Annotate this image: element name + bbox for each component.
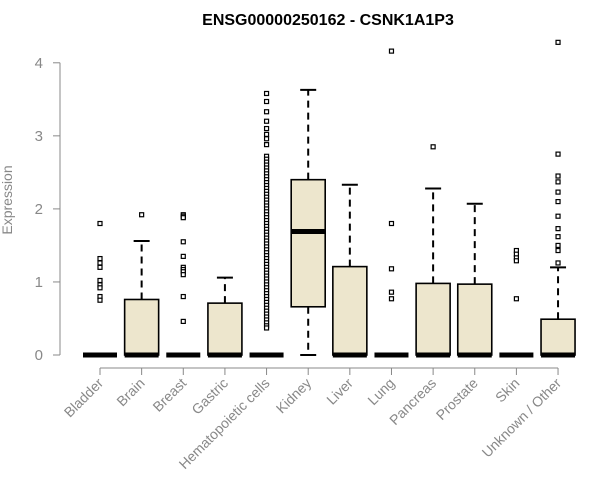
outlier-point — [388, 48, 395, 54]
outlier-point — [263, 118, 270, 124]
outlier-point — [388, 289, 395, 295]
y-axis-label: Expression — [0, 165, 15, 234]
box-body — [540, 318, 576, 356]
outlier-point — [513, 296, 520, 302]
outlier-point — [388, 296, 395, 302]
outlier-point — [263, 131, 270, 137]
outlier-point — [180, 253, 186, 259]
x-tick-label: Brain — [113, 375, 147, 409]
x-tick-label: Liver — [323, 375, 356, 408]
outlier-point — [430, 144, 436, 150]
x-tick-label: Bladder — [61, 375, 107, 421]
box-kidney — [290, 88, 327, 356]
x-tick-label: Lung — [364, 375, 397, 408]
box-skin — [499, 247, 534, 358]
outlier-point — [263, 125, 270, 132]
box-body — [415, 282, 451, 356]
outlier-point — [139, 212, 145, 218]
x-tick-label: Unknown / Other — [479, 375, 565, 461]
outlier-point — [555, 198, 561, 205]
x-tick-label: Skin — [492, 375, 523, 406]
box-body — [332, 265, 368, 356]
outlier-point — [555, 226, 561, 232]
outlier-point — [97, 264, 103, 270]
box-pancreas — [415, 144, 451, 358]
outlier-point — [555, 173, 561, 179]
y-tick-label: 4 — [35, 55, 43, 72]
box-bladder — [83, 220, 117, 358]
outlier-point — [263, 142, 270, 148]
y-tick-label: 0 — [35, 347, 43, 364]
outlier-point — [555, 242, 561, 249]
outlier-point — [263, 325, 270, 331]
box-body — [207, 302, 243, 356]
x-tick-label: Kidney — [273, 375, 315, 417]
x-tick-label: Breast — [149, 375, 189, 415]
box-liver — [332, 183, 368, 358]
outlier-point — [263, 136, 270, 142]
outlier-point — [555, 213, 561, 219]
y-tick-label: 3 — [35, 128, 43, 145]
outlier-point — [555, 189, 561, 195]
outlier-point — [180, 239, 186, 245]
outlier-point — [388, 220, 395, 227]
outlier-point — [513, 258, 520, 264]
box-body — [290, 178, 327, 308]
box-body — [456, 283, 493, 356]
outlier-point — [180, 318, 186, 324]
outlier-point — [97, 220, 103, 227]
outlier-point — [263, 109, 270, 115]
outlier-point — [97, 285, 103, 291]
outlier-point — [555, 260, 561, 266]
outlier-point — [555, 247, 561, 254]
box-lung — [374, 48, 409, 358]
outlier-point — [555, 234, 561, 240]
chart-title: ENSG00000250162 - CSNK1A1P3 — [202, 12, 454, 29]
box-prostate — [456, 202, 493, 358]
x-tick-label: Prostate — [433, 375, 481, 423]
outlier-point — [388, 266, 395, 272]
outlier-point — [180, 215, 186, 221]
box-unknown-other — [540, 39, 576, 358]
outlier-point — [97, 297, 103, 303]
outlier-point — [555, 39, 561, 45]
box-breast — [166, 212, 201, 358]
box-body — [123, 298, 160, 356]
boxes — [83, 39, 576, 358]
box-brain — [123, 212, 160, 358]
outlier-point — [263, 98, 270, 105]
y-axis: 0 1 2 3 4 — [35, 55, 61, 364]
y-tick-label: 2 — [35, 201, 43, 218]
outlier-point — [180, 293, 186, 300]
box-hematopoietic-cells — [249, 90, 284, 358]
outlier-point — [263, 90, 270, 97]
outlier-point — [97, 277, 103, 284]
outlier-point — [97, 255, 103, 262]
outlier-point — [97, 260, 103, 266]
outlier-point — [555, 179, 561, 185]
box-gastric — [207, 276, 243, 358]
outlier-point — [555, 151, 561, 157]
y-tick-label: 1 — [35, 274, 43, 291]
outlier-point — [180, 272, 186, 278]
